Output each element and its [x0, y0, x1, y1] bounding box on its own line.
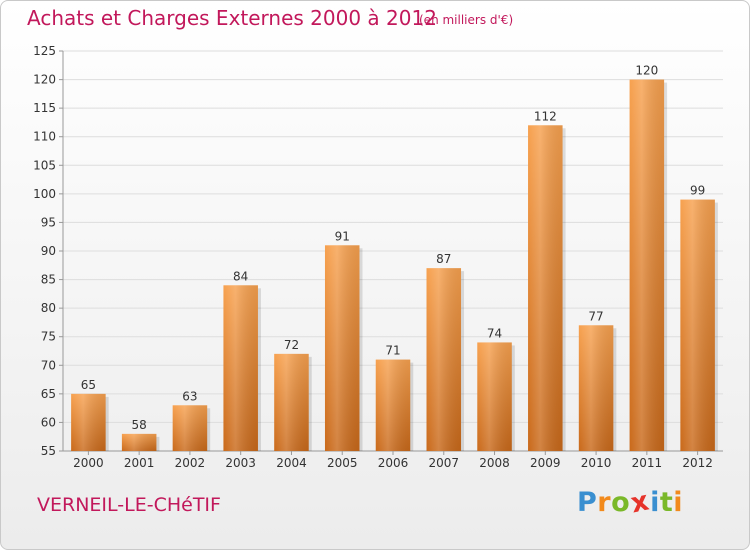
y-tick-label: 85 [41, 273, 56, 287]
bar-highlight [223, 285, 258, 451]
y-tick-label: 110 [33, 130, 56, 144]
bar-value-label: 84 [233, 269, 248, 283]
bar-value-label: 91 [335, 229, 350, 243]
logo-letter: P [577, 487, 598, 518]
bar-highlight [578, 325, 614, 451]
y-tick-label: 70 [41, 358, 56, 372]
x-tick-label: 2012 [682, 456, 713, 470]
bar-highlight [680, 199, 715, 451]
bar-highlight [324, 245, 360, 451]
y-tick-label: 75 [41, 330, 56, 344]
x-tick-label: 2005 [327, 456, 358, 470]
bar-highlight [274, 353, 309, 451]
bar-value-label: 74 [487, 326, 502, 340]
y-tick-label: 80 [41, 301, 56, 315]
bars [71, 79, 718, 452]
y-tick-label: 100 [33, 187, 56, 201]
bar-value-label: 58 [132, 418, 147, 432]
x-tick-label: 2002 [175, 456, 206, 470]
y-tick-label: 115 [33, 101, 56, 115]
x-tick-label: 2001 [124, 456, 155, 470]
y-tick-label: 60 [41, 415, 56, 429]
logo-letter: i [650, 487, 660, 518]
x-tick-label: 2004 [276, 456, 307, 470]
x-tick-label: 2008 [479, 456, 510, 470]
chart-title: Achats et Charges Externes 2000 à 2012 [27, 6, 437, 30]
x-tick-label: 2007 [428, 456, 459, 470]
x-tick-label: 2000 [73, 456, 104, 470]
logo-letter: t [659, 487, 674, 518]
logo-letter: o [611, 487, 631, 518]
logo-letter: i [673, 487, 684, 518]
bar-value-label: 65 [81, 378, 96, 392]
y-tick-label: 65 [41, 387, 56, 401]
x-tick-label: 2009 [530, 456, 561, 470]
bar-highlight [426, 268, 462, 451]
bar-highlight [375, 359, 411, 451]
logo-letter: x [628, 485, 653, 520]
bar-highlight [629, 79, 665, 452]
bar-highlight [71, 393, 106, 451]
bar-value-label: 99 [690, 184, 705, 198]
x-tick-label: 2010 [581, 456, 612, 470]
y-tick-label: 55 [41, 444, 56, 458]
x-tick-label: 2006 [378, 456, 409, 470]
y-tick-label: 95 [41, 215, 56, 229]
bar-value-label: 120 [635, 64, 658, 78]
labels: 55 60 65 70 75 80 85 90 95 100 105 110 115 120 125 65 20… [33, 44, 713, 470]
y-tick-label: 125 [33, 44, 56, 58]
bar-value-label: 71 [385, 344, 400, 358]
bar-value-label: 112 [534, 109, 557, 123]
location-name: VERNEIL-LE-CHéTIF [37, 494, 221, 516]
chart-subtitle: (en milliers d'€) [419, 13, 514, 27]
x-tick-label: 2011 [632, 456, 663, 470]
bar-value-label: 63 [182, 389, 197, 403]
y-tick-label: 120 [33, 73, 56, 87]
bar-value-label: 72 [284, 338, 299, 352]
x-tick-label: 2003 [225, 456, 256, 470]
logo-letter: r [597, 487, 612, 518]
bar-value-label: 87 [436, 252, 451, 266]
proxiti-logo: Proxiti [577, 485, 684, 520]
y-tick-label: 105 [33, 158, 56, 172]
y-tick-label: 90 [41, 244, 56, 258]
bar-highlight [528, 125, 563, 452]
bar-highlight [121, 433, 157, 451]
bar-highlight [172, 405, 208, 451]
bar-highlight [477, 342, 512, 451]
bar-value-label: 77 [588, 309, 603, 323]
